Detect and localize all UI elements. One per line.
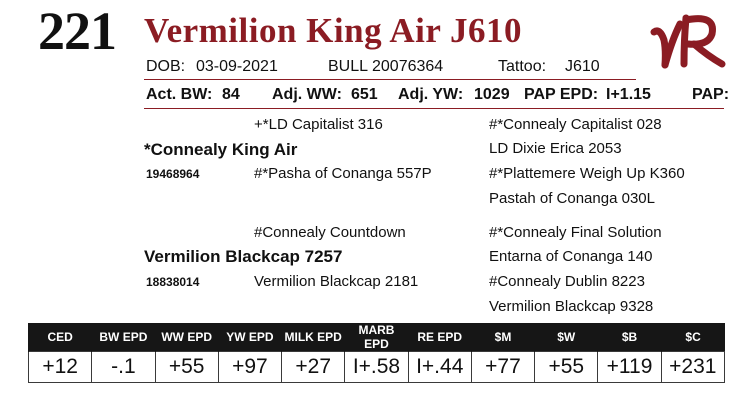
epd-value-ced: +12 (27, 351, 93, 383)
epd-header-marb: MARB EPD (344, 323, 409, 352)
dam-sire: #Connealy Countdown (254, 224, 406, 241)
animal-name: Vermilion King Air J610 (144, 11, 523, 50)
epd-header-re: RE EPD (407, 323, 472, 352)
sire-dam: #*Pasha of Conanga 557P (254, 165, 432, 182)
adj-yw-value: 1029 (474, 86, 510, 103)
registration-number: 20076364 (372, 58, 444, 75)
pap-label: PAP: (692, 86, 730, 103)
sire-reg: 19468964 (146, 167, 200, 181)
dob-value: 03-09-2021 (196, 58, 278, 75)
adj-ww-value: 651 (351, 86, 378, 103)
act-bw-value: 84 (222, 86, 240, 103)
epd-value-w: +55 (534, 351, 599, 383)
pap-epd-value: I+1.15 (606, 86, 651, 103)
dam-reg: 18838014 (146, 275, 200, 289)
epd-header-milk: MILK EPD (281, 323, 345, 352)
epd-value-b: +119 (597, 351, 662, 383)
epd-header-row: CED BW EPD WW EPD YW EPD MILK EPD MARB E… (27, 323, 725, 352)
epd-header-m: $M (470, 323, 535, 352)
act-bw-label: Act. BW: (146, 86, 213, 103)
epd-header-yw: YW EPD (217, 323, 282, 352)
divider-top (144, 79, 636, 80)
dam-dam-dam: Vermilion Blackcap 9328 (489, 298, 654, 315)
dob-label: DOB: (146, 58, 186, 75)
epd-header-b: $B (597, 323, 662, 352)
epd-table: CED BW EPD WW EPD YW EPD MILK EPD MARB E… (27, 323, 726, 383)
sire-sire: +*LD Capitalist 316 (254, 116, 383, 133)
epd-value-m: +77 (470, 351, 536, 383)
dam-dam-sire: #Connealy Dublin 8223 (489, 273, 645, 290)
sire-dam-dam: Pastah of Conanga 030L (489, 190, 655, 207)
divider-bottom (144, 108, 724, 109)
epd-header-w: $W (534, 323, 598, 352)
sire-dam-sire: #*Plattemere Weigh Up K360 (489, 165, 685, 182)
dam-sire-dam: Entarna of Conanga 140 (489, 248, 653, 265)
epd-value-bw: -.1 (91, 351, 156, 383)
epd-value-row: +12 -.1 +55 +97 +27 I+.58 I+.44 +77 +55 … (27, 351, 726, 383)
epd-header-ww: WW EPD (154, 323, 219, 352)
epd-header-bw: BW EPD (91, 323, 156, 352)
dam-sire-sire: #*Connealy Final Solution (489, 224, 662, 241)
sire-sire-sire: #*Connealy Capitalist 028 (489, 116, 662, 133)
adj-yw-label: Adj. YW: (398, 86, 464, 103)
epd-header-ced: CED (27, 323, 92, 352)
tattoo-value: J610 (565, 58, 600, 75)
sire-sire-dam: LD Dixie Erica 2053 (489, 140, 622, 157)
epd-value-marb: I+.58 (344, 351, 409, 383)
pap-epd-label: PAP EPD: (524, 86, 599, 103)
sire-name: *Connealy King Air (144, 140, 298, 159)
lot-number: 221 (38, 1, 117, 61)
epd-value-c: +231 (660, 351, 726, 383)
epd-header-c: $C (660, 323, 725, 352)
dam-name: Vermilion Blackcap 7257 (144, 247, 343, 266)
vr-brand-logo-icon (650, 14, 726, 69)
epd-value-ww: +55 (154, 351, 219, 383)
epd-value-re: I+.44 (407, 351, 472, 383)
adj-ww-label: Adj. WW: (272, 86, 342, 103)
epd-value-milk: +27 (281, 351, 346, 383)
dam-dam: Vermilion Blackcap 2181 (254, 273, 419, 290)
tattoo-label: Tattoo: (498, 58, 547, 75)
epd-value-yw: +97 (217, 351, 283, 383)
sex-value: BULL (328, 58, 369, 75)
